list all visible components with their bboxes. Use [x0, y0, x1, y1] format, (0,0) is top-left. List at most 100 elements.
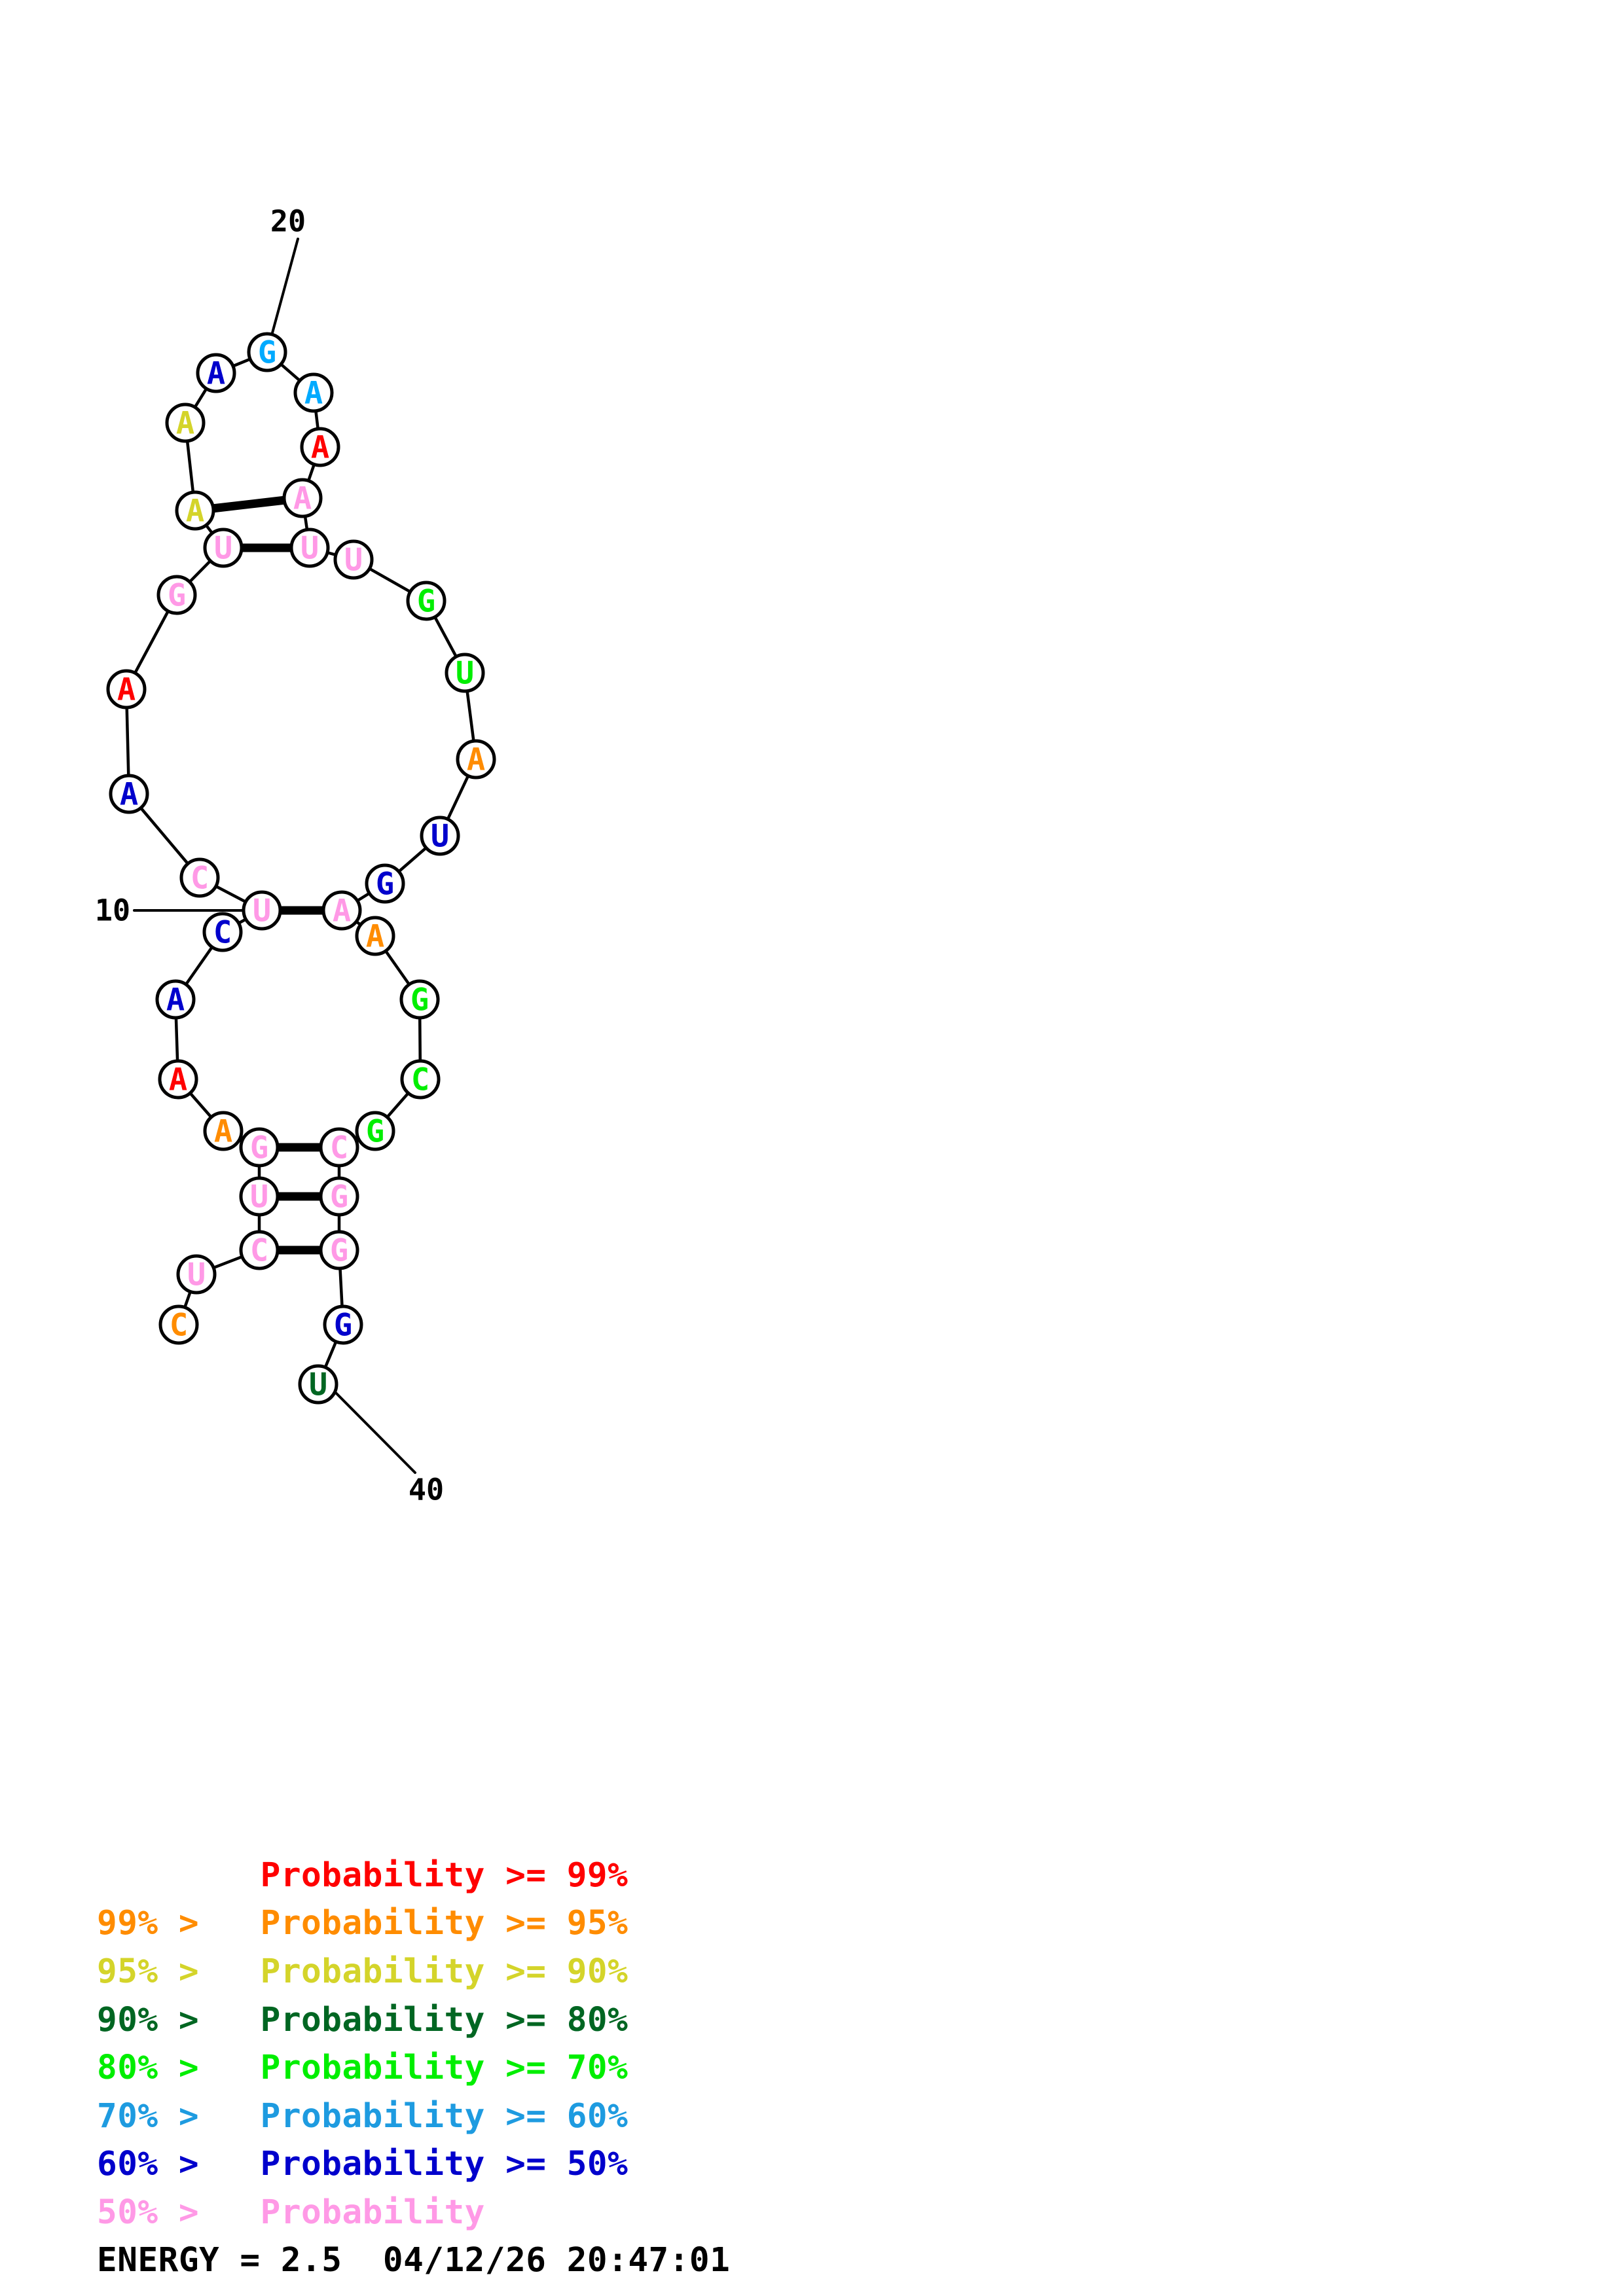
nucleotide-5[interactable]: G: [239, 1127, 280, 1168]
nucleotide-25[interactable]: G: [406, 581, 447, 621]
nucleotide-letter: G: [376, 867, 394, 903]
nucleotide-11[interactable]: C: [179, 857, 220, 898]
nucleotide-circle: [323, 1304, 363, 1345]
nucleotide-letter: C: [170, 1308, 188, 1344]
nucleotide-circle: [406, 581, 447, 621]
backbone-link: [133, 609, 170, 675]
nucleotide-22[interactable]: A: [282, 478, 323, 518]
nucleotide-26[interactable]: U: [445, 653, 485, 693]
backbone-link: [384, 948, 411, 987]
nucleotide-32[interactable]: G: [399, 979, 440, 1020]
nucleotide-23[interactable]: U: [289, 528, 330, 568]
base-pair-lines: [211, 495, 325, 1255]
nucleotide-letter: A: [366, 919, 384, 955]
legend-row-3: 90% > Probability >= 80%: [97, 2001, 629, 2039]
backbone-link: [230, 357, 253, 368]
nucleotide-3[interactable]: C: [239, 1230, 280, 1270]
nucleotide-27[interactable]: A: [456, 739, 496, 780]
nucleotide-20[interactable]: A: [293, 372, 334, 413]
nucleotide-4[interactable]: U: [239, 1176, 280, 1217]
nucleotide-letter: A: [166, 982, 185, 1018]
nucleotide-letter: A: [293, 481, 312, 517]
nucleotide-19[interactable]: G: [247, 332, 287, 372]
nucleotide-circle: [202, 912, 243, 952]
nucleotide-circle: [365, 863, 405, 904]
nucleotide-18[interactable]: A: [196, 353, 236, 393]
nucleotide-letter: A: [207, 356, 225, 392]
backbone-link: [183, 1289, 192, 1310]
backbone-link: [139, 806, 190, 866]
nucleotide-letter: A: [214, 1114, 232, 1150]
nucleotide-circle: [203, 1111, 244, 1151]
backbone-link: [188, 1091, 213, 1119]
nucleotide-letter: C: [213, 915, 232, 951]
nucleotide-letter: A: [467, 742, 485, 778]
nucleotide-letter: A: [169, 1062, 187, 1098]
backbone-link: [174, 1015, 179, 1064]
legend-row-7: 50% > Probability: [97, 2193, 485, 2232]
nucleotide-10[interactable]: U: [242, 890, 282, 931]
nucleotide-circle: [300, 427, 340, 467]
nucleotide-6[interactable]: A: [203, 1111, 244, 1151]
nucleotide-letter: G: [168, 578, 186, 614]
nucleotide-31[interactable]: A: [355, 916, 395, 956]
position-number-40: 40: [409, 1473, 444, 1507]
nucleotide-24[interactable]: U: [333, 539, 374, 580]
nucleotide-29[interactable]: G: [365, 863, 405, 904]
nucleotide-14[interactable]: G: [156, 575, 197, 615]
nucleotide-13[interactable]: A: [106, 669, 147, 709]
nucleotide-1[interactable]: C: [158, 1304, 199, 1345]
nucleotide-2[interactable]: U: [176, 1254, 217, 1295]
nucleotide-circle: [239, 1176, 280, 1217]
nucleotide-circle: [247, 332, 287, 372]
nucleotide-circle: [242, 890, 282, 931]
nucleotide-38[interactable]: G: [323, 1304, 363, 1345]
nucleotide-33[interactable]: C: [400, 1059, 441, 1100]
nucleotide-39[interactable]: U: [298, 1364, 338, 1405]
position-number-labels: 20 10 40: [95, 204, 444, 1507]
nucleotide-circle: [400, 1059, 441, 1100]
position-leader-line: [326, 1383, 416, 1474]
nucleotide-letter: U: [301, 531, 319, 567]
nucleotide-9[interactable]: C: [202, 912, 243, 952]
backbone-link: [279, 362, 302, 383]
backbone-link: [397, 846, 428, 874]
nucleotide-letter: U: [250, 1179, 268, 1215]
nucleotide-28[interactable]: U: [420, 816, 460, 856]
nucleotide-circle: [179, 857, 220, 898]
nucleotide-letter: C: [411, 1062, 429, 1098]
nucleotide-12[interactable]: A: [109, 774, 149, 814]
nucleotide-34[interactable]: G: [355, 1111, 395, 1151]
nucleotide-35[interactable]: C: [319, 1127, 359, 1168]
nucleotide-letter: G: [250, 1130, 268, 1166]
backbone-link: [355, 891, 372, 903]
nucleotide-circle: [319, 1176, 359, 1217]
backbone-link: [303, 514, 309, 532]
nucleotide-circle: [445, 653, 485, 693]
nucleotide-circle: [321, 890, 362, 931]
nucleotide-30[interactable]: A: [321, 890, 362, 931]
base-pair-bond: [211, 495, 286, 513]
nucleotide-circle: [355, 916, 395, 956]
legend-row-2: 95% > Probability >= 90%: [97, 1952, 629, 1991]
nucleotide-37[interactable]: G: [319, 1230, 359, 1270]
nucleotide-21[interactable]: A: [300, 427, 340, 467]
nucleotide-letter: A: [186, 493, 204, 529]
nucleotide-7[interactable]: A: [158, 1059, 198, 1100]
backbone-link: [187, 558, 213, 584]
energy-and-timestamp-line: ENERGY = 2.5 04/12/26 20:47:01: [97, 2241, 731, 2280]
nucleotide-8[interactable]: A: [155, 979, 196, 1020]
backbone-link: [211, 1255, 245, 1270]
nucleotide-circle: [158, 1059, 198, 1100]
nucleotide-letter: G: [366, 1114, 384, 1150]
nucleotide-circle: [456, 739, 496, 780]
nucleotide-15[interactable]: U: [203, 528, 244, 568]
nucleotide-36[interactable]: G: [319, 1176, 359, 1217]
nucleotide-16[interactable]: A: [175, 490, 215, 531]
nucleotide-letter: A: [333, 893, 351, 929]
position-number-10: 10: [95, 893, 130, 928]
legend-row-0: Probability >= 99%: [97, 1856, 629, 1895]
nucleotide-17[interactable]: A: [165, 403, 206, 443]
nucleotide-circle: [420, 816, 460, 856]
